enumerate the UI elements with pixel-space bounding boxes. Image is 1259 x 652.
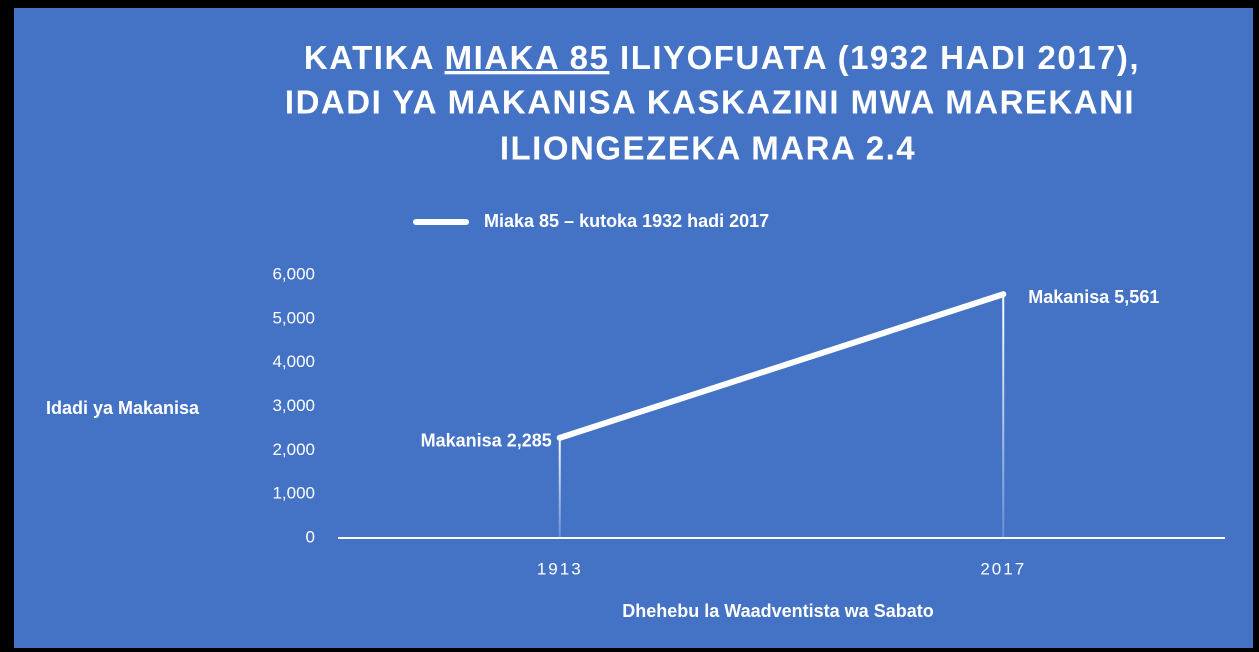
y-tick-label: 1,000 [272,484,315,503]
y-tick-label: 6,000 [272,264,315,283]
y-tick-label: 0 [306,527,315,546]
data-point [556,434,563,441]
data-label: Makanisa 5,561 [1028,287,1159,307]
chart-area [14,8,1253,648]
data-line [556,291,1007,441]
y-axis-label: Idadi ya Makanisa [46,398,200,418]
drop-line [1002,294,1005,538]
y-tick-label: 2,000 [272,440,315,459]
drop-line [558,437,561,538]
title-part: ILIYOFUATA (1932 HADI 2017), [609,39,1140,76]
data-label: Makanisa 2,285 [421,431,552,451]
y-tick-label: 4,000 [272,352,315,371]
legend-label: Miaka 85 – kutoka 1932 hadi 2017 [484,211,769,231]
title-part: KATIKA [304,39,445,76]
x-axis-label: Dhehebu la Waadventista wa Sabato [622,601,933,621]
x-tick-label: 1913 [537,559,583,578]
y-tick-label: 3,000 [272,396,315,415]
chart-title: KATIKA MIAKA 85 ILIYOFUATA (1932 HADI 20… [304,39,1140,76]
x-tick-label: 2017 [980,559,1026,578]
chart-title: IDADI YA MAKANISA KASKAZINI MWA MAREKANI [285,84,1135,121]
y-tick-label: 5,000 [272,308,315,327]
title-part: MIAKA 85 [445,39,610,76]
data-point [1000,291,1007,298]
chart-title: ILIONGEZEKA MARA 2.4 [500,130,916,167]
